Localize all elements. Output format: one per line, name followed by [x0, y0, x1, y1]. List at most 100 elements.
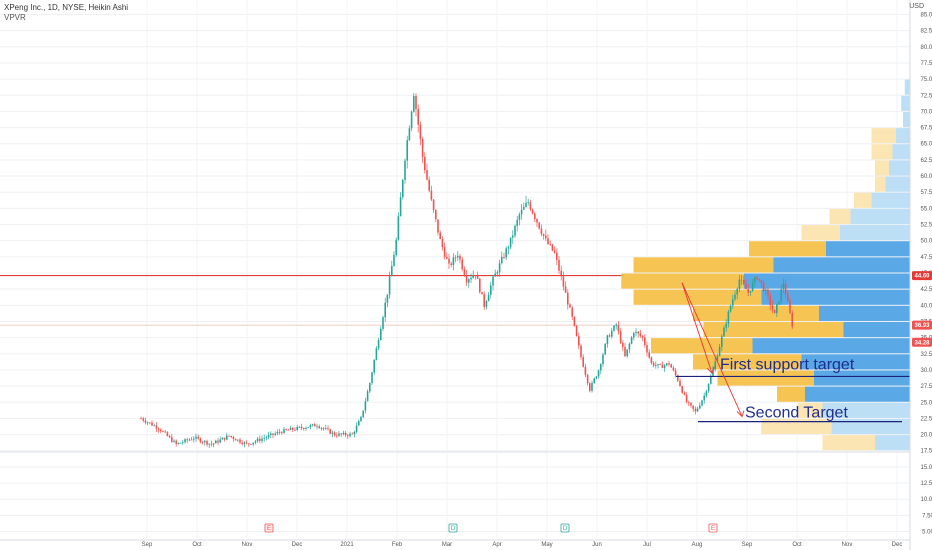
candle-body	[663, 365, 666, 369]
y-tick-label: 42.50	[920, 287, 932, 293]
candle-body	[765, 289, 767, 292]
vp-bar-up	[761, 289, 910, 305]
vp-bar-down	[651, 338, 753, 354]
candle-body	[738, 279, 741, 289]
candle-body	[600, 364, 602, 371]
candle-body	[516, 219, 518, 226]
candle-body	[318, 426, 320, 428]
time-axis[interactable]: Sep Oct Nov Dec 2021 Feb Mar Apr May Jun Jul Aug Sep…	[0, 539, 910, 548]
candle-body	[536, 218, 538, 223]
candle-body	[261, 438, 263, 441]
y-tick-label: 77.50	[920, 61, 932, 67]
price-tag-label: 36.93	[914, 323, 930, 329]
candles	[140, 92, 793, 449]
price-tag	[912, 271, 932, 281]
dividend-marker	[560, 523, 570, 533]
candle-body	[571, 307, 573, 317]
candle-body	[549, 243, 551, 245]
candle-body	[661, 364, 664, 369]
candle-body	[468, 279, 470, 283]
candle-body	[402, 179, 404, 198]
candle-body	[344, 432, 347, 436]
candle-body	[263, 437, 265, 439]
candle-body	[595, 376, 598, 379]
candle-body	[498, 263, 501, 273]
indicator-label[interactable]: VPVR	[4, 13, 26, 22]
candle-body	[707, 383, 710, 392]
candle-body	[787, 294, 789, 302]
vp-bar-up	[850, 208, 910, 225]
candle-body	[769, 295, 771, 306]
vp-bar-up	[773, 257, 910, 273]
arrow-head	[706, 367, 715, 375]
vp-bar-down	[621, 273, 744, 289]
candle-body	[166, 432, 169, 437]
dividend-marker	[448, 523, 458, 533]
vp-bar-up	[885, 176, 910, 192]
candle-body	[142, 418, 144, 421]
candle-body	[694, 408, 697, 412]
candle-body	[270, 433, 272, 436]
candle-body	[589, 383, 591, 391]
y-tick-label: 12.50	[920, 481, 932, 487]
candle-body	[569, 304, 571, 308]
candle-body	[463, 269, 466, 276]
x-tick-label: May	[541, 542, 552, 548]
candle-body	[228, 435, 230, 437]
candle-body	[578, 336, 580, 346]
candle-body	[223, 437, 226, 440]
candle-body	[342, 432, 345, 435]
candle-body	[314, 424, 316, 427]
candle-body	[716, 355, 719, 362]
vp-bar-up	[840, 225, 910, 241]
candle-body	[168, 436, 171, 438]
candle-body	[221, 437, 224, 440]
candle-body	[149, 422, 151, 424]
candle-body	[336, 435, 338, 437]
candle-body	[591, 382, 593, 391]
candle-body	[465, 275, 468, 283]
candle-body	[481, 292, 483, 295]
y-tick-label: 22.50	[920, 416, 932, 422]
candle-body	[443, 247, 446, 257]
candle-body	[743, 280, 745, 285]
candle-body	[287, 429, 290, 431]
candle-body	[494, 273, 496, 277]
candle-body	[652, 362, 655, 366]
candle-body	[527, 202, 529, 203]
candle-body	[298, 426, 301, 428]
y-tick-label: 25.00	[920, 400, 932, 406]
vp-bar-down	[693, 305, 819, 321]
candle-body	[300, 426, 303, 429]
candle-body	[668, 363, 670, 365]
candle-body	[393, 254, 395, 267]
price-tag-label: 44.60	[914, 274, 930, 280]
candle-body	[294, 429, 296, 431]
price-tag	[912, 337, 932, 347]
candle-body	[417, 109, 419, 125]
candle-body	[560, 270, 562, 277]
y-tick-label: 67.50	[920, 126, 932, 132]
candle-body	[424, 156, 426, 171]
candle-body	[195, 436, 197, 439]
y-tick-label: 32.50	[920, 352, 932, 358]
y-tick-label: 20.00	[920, 433, 932, 439]
candle-body	[496, 272, 499, 274]
candle-body	[771, 305, 774, 310]
symbol-title[interactable]: XPeng Inc., 1D, NYSE, Heikin Ashi	[4, 3, 129, 12]
candle-body	[685, 394, 688, 403]
candle-body	[657, 364, 659, 366]
candle-body	[369, 383, 371, 392]
candle-body	[245, 442, 248, 444]
candle-body	[666, 363, 668, 366]
candle-body	[358, 421, 360, 426]
candle-body	[199, 438, 202, 443]
candle-body	[558, 259, 560, 271]
candle-body	[267, 435, 270, 438]
candle-body	[217, 440, 219, 443]
candle-body	[514, 225, 516, 236]
price-tag-label: 34.28	[914, 340, 930, 346]
candle-body	[265, 437, 268, 439]
candle-body	[648, 352, 650, 358]
